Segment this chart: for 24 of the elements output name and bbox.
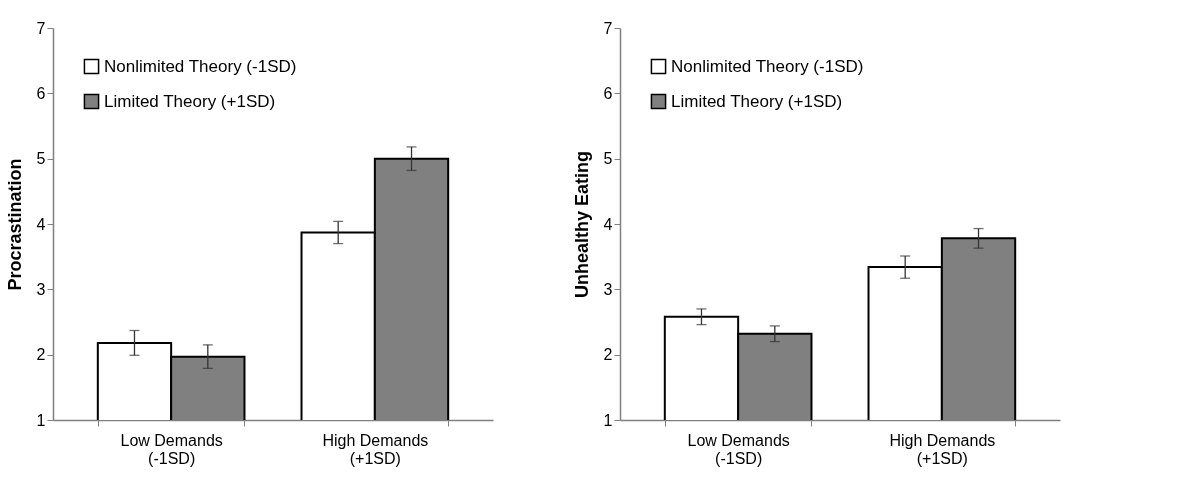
y-tick-label: 2 xyxy=(603,346,613,364)
y-tick-label: 7 xyxy=(36,19,46,37)
x-tick-label: Low Demands (-1SD) xyxy=(120,431,223,467)
legend-label: Nonlimited Theory (-1SD) xyxy=(104,56,297,76)
y-tick-label: 4 xyxy=(603,215,613,233)
y-tick-label: 5 xyxy=(603,150,613,168)
legend-label: Limited Theory (+1SD) xyxy=(104,91,276,111)
y-tick-label: 1 xyxy=(36,411,46,429)
y-tick-label: 6 xyxy=(36,84,46,102)
y-axis-title: Unhealthy Eating xyxy=(571,150,592,299)
legend-label: Nonlimited Theory (-1SD) xyxy=(671,56,864,76)
y-tick-label: 4 xyxy=(36,215,46,233)
y-tick-label: 6 xyxy=(603,84,613,102)
y-axis-title: Procrastination xyxy=(4,158,25,291)
y-tick-label: 5 xyxy=(36,150,46,168)
y-tick-label: 3 xyxy=(603,280,613,298)
legend-label: Limited Theory (+1SD) xyxy=(671,91,843,111)
x-tick-label: Low Demands (-1SD) xyxy=(687,431,790,467)
y-tick-label: 2 xyxy=(36,346,46,364)
y-tick-label: 7 xyxy=(603,19,613,37)
y-tick-label: 3 xyxy=(36,280,46,298)
x-tick-label: High Demands (+1SD) xyxy=(889,431,996,467)
y-tick-label: 1 xyxy=(603,411,613,429)
x-tick-label: High Demands (+1SD) xyxy=(322,431,429,467)
